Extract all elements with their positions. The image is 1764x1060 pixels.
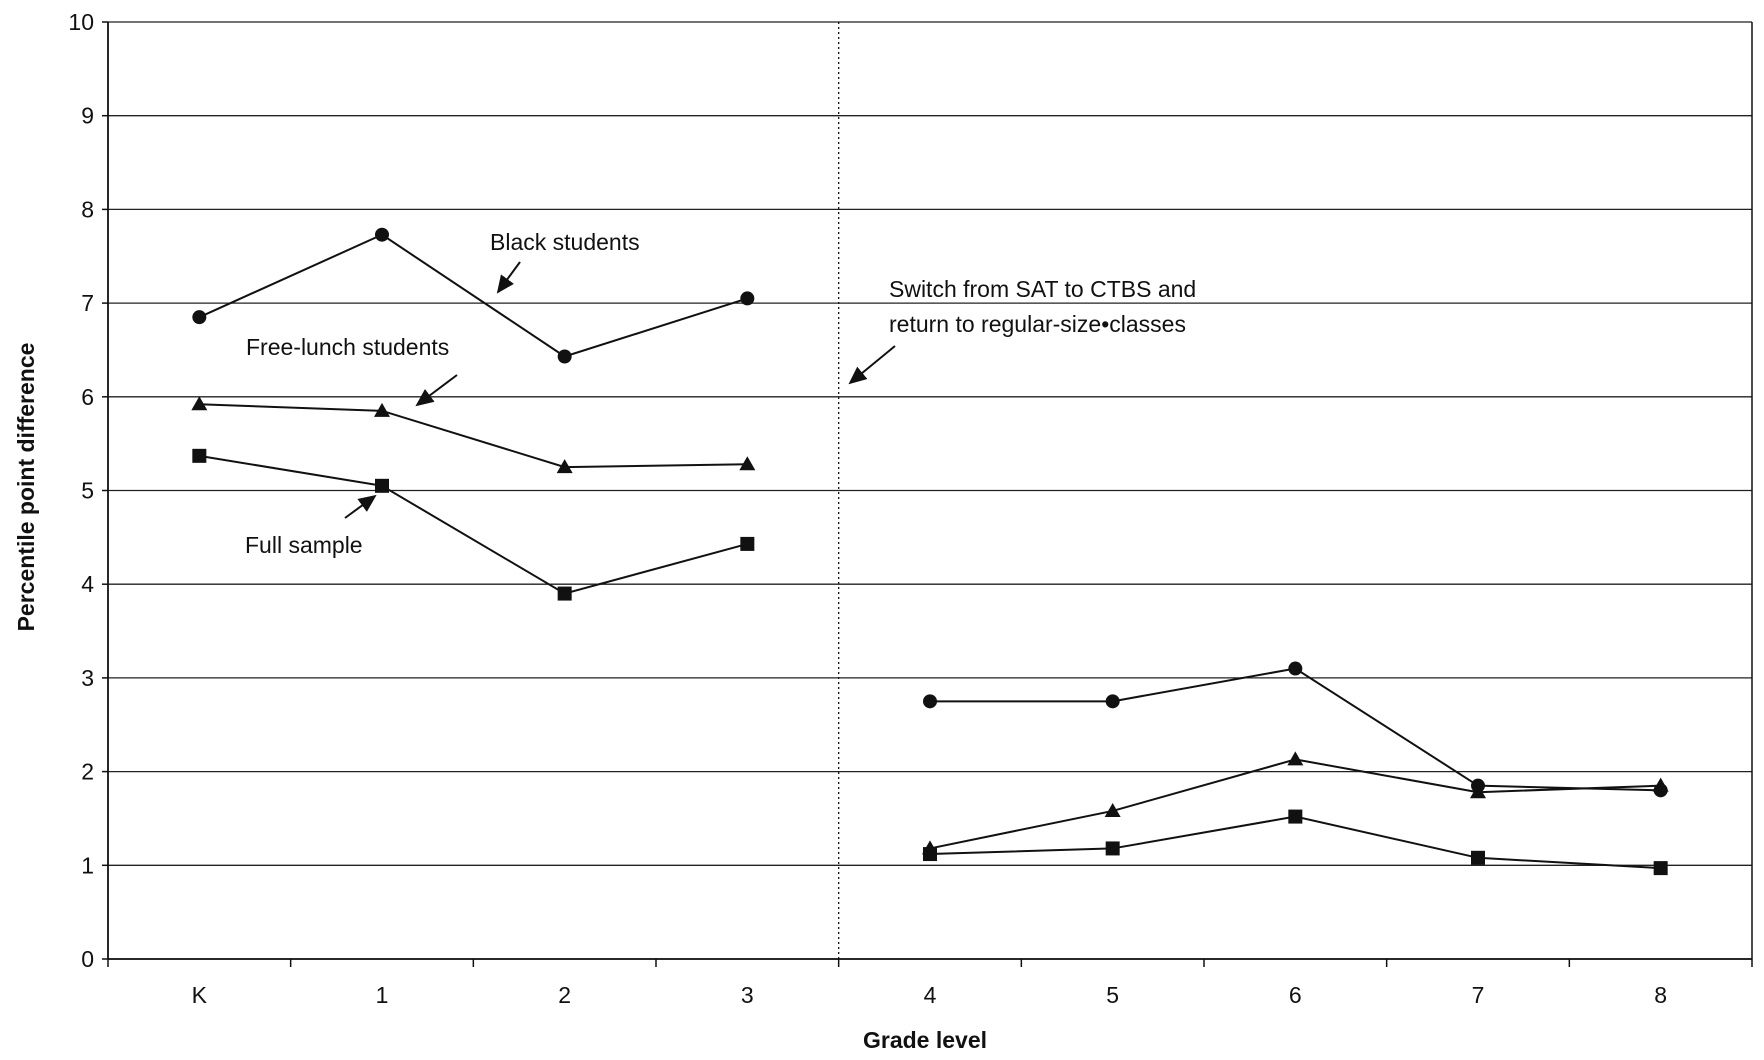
y-tick-label: 3 [81,665,94,691]
x-axis-ticks: K 1 2 3 4 5 6 7 8 [107,959,1753,1008]
x-tick-label: 4 [924,982,937,1008]
data-point-triangle [739,456,756,471]
annotation-arrows [344,261,896,519]
x-tick-label: 1 [376,982,389,1008]
arrow-full-sample [344,494,377,519]
x-tick-label: 6 [1289,982,1302,1008]
y-axis-ticks: 0 1 2 3 4 5 6 7 8 9 10 [68,9,108,972]
y-tick-label: 10 [68,9,94,35]
data-point-square [557,586,572,601]
label-black-students: Black students [490,229,640,255]
data-point-circle [192,310,207,325]
data-point-circle [740,291,755,306]
series-line [929,815,1661,870]
y-axis-title: Percentile point difference [13,343,39,632]
label-switch-line1: Switch from SAT to CTBS and [889,276,1196,302]
arrow-black-students [496,261,521,294]
data-point-square [923,847,937,862]
data-point-square [1105,841,1120,856]
data-point-triangle [1104,802,1121,817]
data-point-triangle [191,396,208,411]
y-tick-label: 8 [81,196,94,222]
data-point-triangle [1470,784,1486,799]
x-tick-label: 5 [1106,982,1119,1008]
x-tick-label: 7 [1472,982,1485,1008]
series-circle [192,227,1668,798]
y-tick-label: 2 [81,759,94,785]
data-point-square [1653,861,1668,876]
label-free-lunch-students: Free-lunch students [246,334,449,360]
y-tick-label: 5 [81,478,94,504]
data-point-triangle [1287,751,1304,766]
arrow-free-lunch-students [415,374,458,407]
y-tick-label: 0 [81,946,94,972]
data-point-circle [557,349,572,364]
x-axis-title: Grade level [863,1027,987,1053]
series-line [198,233,748,358]
data-point-square [192,448,207,463]
x-tick-label: 2 [558,982,571,1008]
label-switch-line2: return to regular-size•classes [889,311,1186,337]
data-point-circle [1105,694,1120,709]
data-point-circle [1288,661,1303,676]
data-point-triangle [1652,777,1669,792]
data-point-triangle [374,402,390,417]
data-point-triangle [556,459,573,474]
data-point-square [1288,809,1303,824]
data-point-square [375,478,389,493]
grid-lines [108,21,1752,960]
y-tick-label: 4 [81,571,94,597]
data-point-circle [375,227,389,242]
x-tick-label: K [192,982,208,1008]
series-square [192,448,1668,876]
y-tick-label: 6 [81,384,94,410]
y-tick-label: 1 [81,852,94,878]
x-tick-label: 8 [1654,982,1667,1008]
series-line [199,454,748,595]
series-group [191,227,1669,876]
series-line [199,403,748,469]
y-tick-label: 9 [81,103,94,129]
arrow-switch [848,345,896,385]
x-tick-label: 3 [741,982,754,1008]
data-point-circle [923,694,937,709]
series-line [929,758,1661,850]
data-point-square [740,536,755,551]
series-triangle [191,396,1669,855]
data-point-square [1471,850,1485,865]
y-tick-label: 7 [81,290,94,316]
label-full-sample: Full sample [245,532,363,558]
